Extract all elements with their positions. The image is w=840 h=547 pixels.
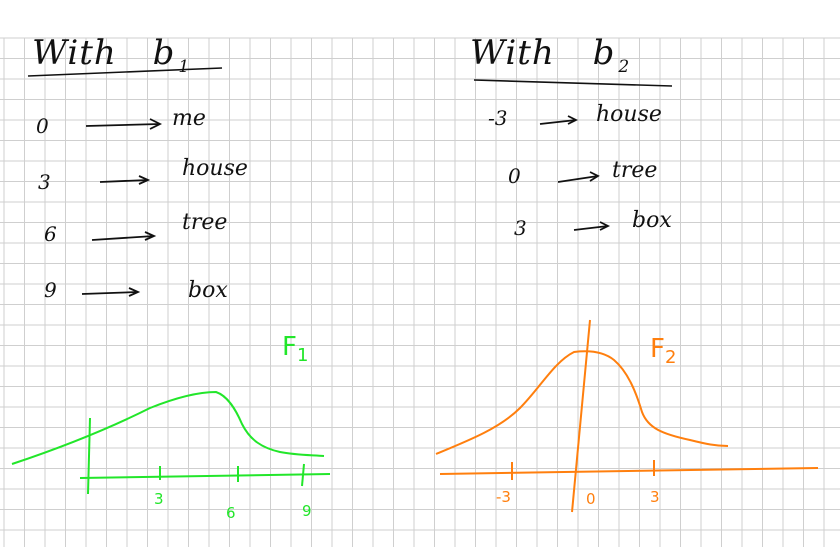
right-curve-letter: F bbox=[650, 334, 665, 364]
right-tick-label: 0 bbox=[586, 490, 596, 508]
right-word: tree bbox=[612, 158, 658, 183]
orange-x-axis bbox=[439, 467, 819, 475]
right-word: box bbox=[632, 208, 672, 233]
orange-y-axis bbox=[571, 319, 591, 513]
left-title-prefix: With bbox=[32, 33, 117, 73]
orange-density-line bbox=[435, 350, 729, 455]
right-title-underline bbox=[473, 79, 673, 87]
right-title-var: b bbox=[592, 33, 616, 73]
left-arrow bbox=[81, 287, 141, 297]
orange-curve-f2 bbox=[435, 319, 819, 513]
right-value: 3 bbox=[514, 216, 527, 240]
left-curve-sub: 1 bbox=[296, 345, 309, 367]
green-curve-f1 bbox=[11, 390, 331, 495]
left-curve-letter: F bbox=[282, 332, 297, 362]
green-density-line bbox=[11, 390, 325, 465]
right-tick-label: -3 bbox=[496, 488, 511, 506]
right-arrow bbox=[557, 171, 600, 183]
left-arrow bbox=[99, 175, 151, 185]
left-title-var: b bbox=[152, 33, 176, 73]
right-arrow bbox=[573, 221, 611, 231]
left-tick-label: 3 bbox=[154, 490, 164, 508]
left-title-underline bbox=[27, 67, 223, 77]
green-y-axis bbox=[87, 417, 91, 495]
right-curve-sub: 2 bbox=[664, 347, 677, 369]
left-word: box bbox=[188, 278, 228, 303]
left-value: 9 bbox=[44, 278, 57, 302]
right-title-sub: 2 bbox=[618, 56, 631, 77]
right-value: 0 bbox=[508, 164, 521, 188]
left-arrow bbox=[85, 118, 163, 130]
right-title-prefix: With bbox=[470, 33, 555, 73]
left-title-sub: 1 bbox=[178, 56, 191, 77]
left-tick-label: 6 bbox=[226, 504, 236, 522]
left-word: house bbox=[182, 156, 248, 181]
right-word: house bbox=[596, 102, 662, 127]
green-tick bbox=[301, 463, 305, 487]
left-curve-label: F1 bbox=[282, 334, 308, 365]
left-value: 0 bbox=[36, 114, 49, 138]
left-value: 6 bbox=[44, 222, 57, 246]
right-tick-label: 3 bbox=[650, 488, 660, 506]
right-arrow bbox=[539, 115, 579, 125]
right-curve-label: F2 bbox=[650, 336, 676, 367]
left-arrow bbox=[91, 231, 157, 241]
green-x-axis bbox=[79, 473, 331, 479]
right-value: -3 bbox=[488, 106, 508, 130]
left-word: me bbox=[172, 106, 206, 131]
left-value: 3 bbox=[38, 170, 51, 194]
left-word: tree bbox=[182, 210, 228, 235]
left-tick-label: 9 bbox=[302, 502, 312, 520]
